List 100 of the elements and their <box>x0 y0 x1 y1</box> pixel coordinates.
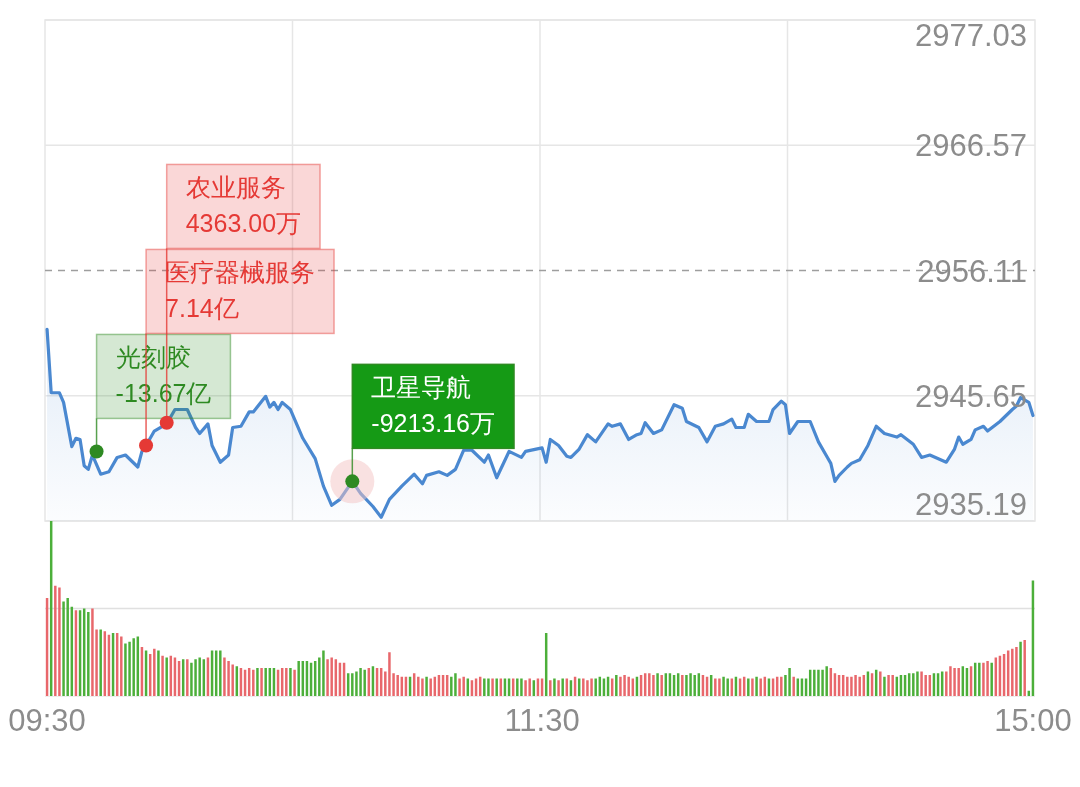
bar <box>462 676 465 696</box>
bar <box>165 657 168 696</box>
bar <box>124 643 127 696</box>
bar <box>429 678 432 696</box>
y-tick-label: 2956.11 <box>917 253 1027 289</box>
bar <box>62 601 65 696</box>
bar <box>132 638 135 696</box>
bar <box>780 676 783 696</box>
bar <box>887 675 890 696</box>
bar <box>788 668 791 696</box>
bar <box>520 678 523 696</box>
bar <box>450 676 453 696</box>
bar <box>986 661 989 696</box>
bar <box>1011 648 1014 696</box>
bar <box>623 675 626 696</box>
bar <box>549 680 552 696</box>
bar <box>528 678 531 696</box>
bar <box>421 678 424 696</box>
bar <box>425 676 428 696</box>
bar <box>792 676 795 696</box>
bar <box>58 587 61 696</box>
bar <box>747 678 750 696</box>
bar <box>949 666 952 696</box>
bar <box>198 657 201 696</box>
bar <box>912 673 915 696</box>
bar <box>153 648 156 696</box>
bar <box>388 652 391 696</box>
bar <box>619 676 622 696</box>
bar <box>714 678 717 696</box>
bar <box>161 655 164 696</box>
bar <box>953 668 956 696</box>
bar <box>289 668 292 696</box>
bar <box>190 662 193 696</box>
bar <box>330 657 333 696</box>
bar <box>157 650 160 696</box>
bar <box>66 598 69 696</box>
bar <box>516 678 519 696</box>
bar <box>817 669 820 696</box>
bar <box>693 675 696 696</box>
bar <box>322 650 325 696</box>
bar <box>297 661 300 696</box>
bar <box>54 585 57 696</box>
bar <box>660 675 663 696</box>
bar <box>718 678 721 696</box>
bar <box>821 669 824 696</box>
bar <box>590 678 593 696</box>
x-tick-label: 09:30 <box>8 703 86 738</box>
bar <box>458 678 461 696</box>
bar <box>194 659 197 696</box>
bar <box>594 678 597 696</box>
bar <box>920 671 923 696</box>
bar <box>285 668 288 696</box>
annotation: 卫星导航 -9213.16万 <box>371 373 496 438</box>
bar <box>722 676 725 696</box>
y-tick-label: 2966.57 <box>914 128 1027 164</box>
bar <box>1023 640 1026 696</box>
bar <box>495 678 498 696</box>
bar <box>990 662 993 696</box>
bar <box>586 680 589 696</box>
bar <box>854 675 857 696</box>
bar <box>351 673 354 696</box>
bar <box>186 659 189 696</box>
bar <box>883 676 886 696</box>
bar <box>396 675 399 696</box>
bar <box>553 678 556 696</box>
bar <box>264 668 267 696</box>
bar <box>858 676 861 696</box>
bar <box>491 678 494 696</box>
bar <box>726 678 729 696</box>
bar <box>891 675 894 696</box>
bar <box>326 659 329 696</box>
bar <box>627 676 630 696</box>
bar <box>260 668 263 696</box>
bar <box>227 661 230 696</box>
bar <box>524 680 527 696</box>
bar <box>219 650 222 696</box>
x-tick-label: 15:00 <box>994 703 1072 738</box>
bar <box>252 669 255 696</box>
bar <box>557 680 560 696</box>
bar <box>751 678 754 696</box>
bar <box>293 669 296 696</box>
bar <box>87 612 90 696</box>
bar <box>681 675 684 696</box>
bar <box>120 636 123 696</box>
bar <box>656 673 659 696</box>
bar <box>759 678 762 696</box>
bar <box>128 641 131 696</box>
x-tick-label: 11:30 <box>504 703 580 738</box>
bar <box>846 676 849 696</box>
bar <box>615 675 618 696</box>
bar <box>689 673 692 696</box>
bar <box>685 675 688 696</box>
bar <box>648 673 651 696</box>
bar <box>1019 641 1022 696</box>
bar <box>231 664 234 696</box>
bar <box>755 676 758 696</box>
bar <box>879 671 882 696</box>
bar <box>91 608 94 696</box>
bar <box>363 669 366 696</box>
bar <box>487 678 490 696</box>
